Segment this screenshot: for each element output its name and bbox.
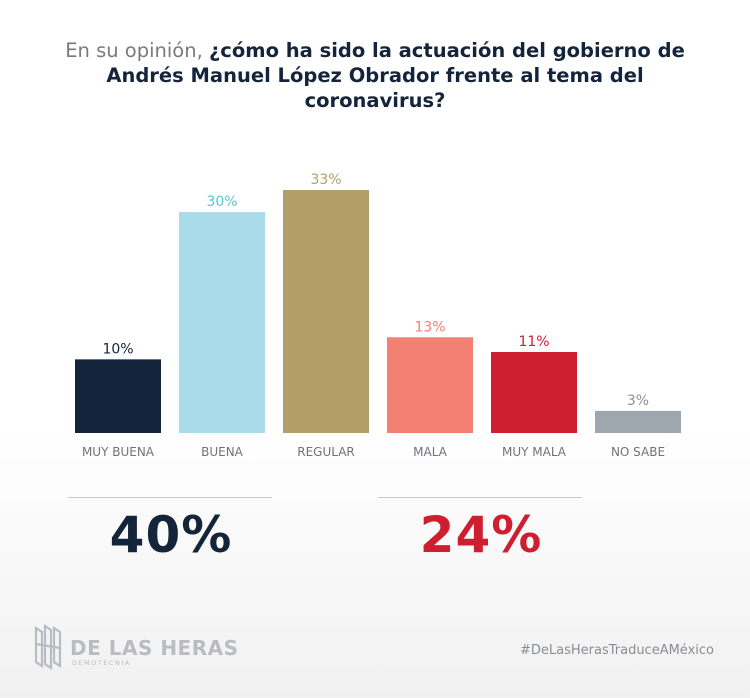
divider-positive: [68, 497, 272, 498]
category-label-no-sabe: NO SABE: [611, 445, 665, 459]
category-label-muy-buena: MUY BUENA: [82, 445, 155, 459]
value-label-muy-mala: 11%: [518, 334, 549, 350]
value-label-muy-buena: 10%: [102, 341, 133, 357]
category-label-regular: REGULAR: [297, 445, 355, 459]
bar-muy-buena: [75, 359, 161, 433]
divider-negative: [378, 497, 582, 498]
bar-chart: 10% MUY BUENA 30% BUENA 33% REGULAR 13% MALA 11%…: [75, 172, 681, 459]
category-label-buena: BUENA: [201, 445, 244, 459]
brand-hashtag: #DeLasHerasTraduceAMéxico: [519, 643, 714, 658]
bar-mala: [387, 337, 473, 433]
chart-title: En su opinión, ¿cómo ha sido la actuació…: [60, 38, 690, 113]
building-columns-icon: [34, 623, 62, 670]
category-label-mala: MALA: [413, 445, 448, 459]
value-label-no-sabe: 3%: [627, 393, 649, 409]
value-label-regular: 33%: [310, 172, 341, 188]
summary-negative-total: 24%: [419, 506, 543, 564]
bar-muy-mala: [491, 352, 577, 433]
value-label-buena: 30%: [206, 194, 237, 210]
bar-regular: [283, 190, 369, 433]
title-lead: En su opinión,: [65, 39, 203, 62]
summary-positive-total: 40%: [109, 506, 233, 564]
title-question: ¿cómo ha sido la actuación del gobierno …: [106, 39, 685, 112]
bar-buena: [179, 212, 265, 433]
bar-no-sabe: [595, 410, 681, 433]
value-label-mala: 13%: [414, 319, 445, 335]
category-label-muy-mala: MUY MALA: [502, 445, 567, 459]
brand-name: DE LAS HERAS: [70, 636, 239, 660]
brand-subtitle: DEMOTECNIA: [72, 659, 131, 667]
